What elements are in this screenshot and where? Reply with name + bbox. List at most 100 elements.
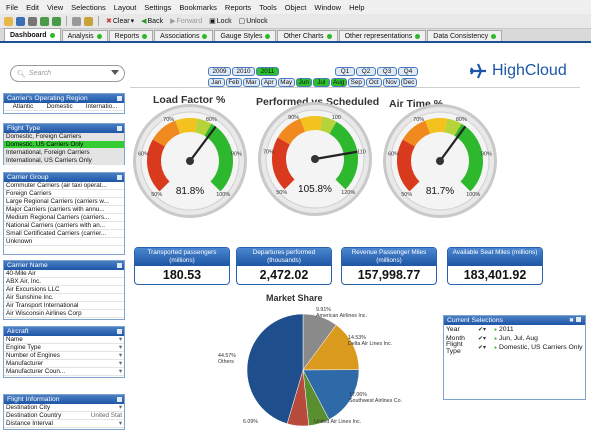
menu-item-help[interactable]: Help — [349, 2, 365, 12]
year-2009[interactable]: 2009 — [208, 67, 231, 76]
menu-item-layout[interactable]: Layout — [113, 2, 137, 12]
month-apr[interactable]: Apr — [260, 78, 277, 87]
list-item[interactable]: Distance Interval ▾ — [4, 420, 124, 428]
tab-other-charts[interactable]: Other Charts — [277, 30, 338, 41]
list-item[interactable]: Major Carriers (carriers with annu... — [4, 206, 124, 214]
market-share-pie[interactable] — [243, 310, 363, 430]
tab-reports[interactable]: Reports — [108, 30, 154, 41]
tab-data-consistency[interactable]: Data Consistency — [427, 30, 503, 41]
list-item[interactable]: Destination Country United Stat — [4, 412, 124, 420]
menu-item-selections[interactable]: Selections — [71, 2, 106, 12]
minimize-icon[interactable] — [117, 96, 122, 101]
month-may[interactable]: May — [278, 78, 295, 87]
list-item[interactable]: Engine Type ▾ — [4, 344, 124, 352]
forward-button[interactable]: ▶ Forward — [170, 17, 203, 26]
list-item[interactable]: Destination City ▾ — [4, 404, 124, 412]
print-icon[interactable] — [28, 16, 37, 26]
year-2011[interactable]: 2011 — [256, 67, 279, 76]
clear-button[interactable]: ✖ Clear ▾ — [106, 17, 135, 26]
back-button[interactable]: ◀ Back — [141, 17, 164, 26]
minimize-icon[interactable] — [117, 175, 122, 180]
tab-associations[interactable]: Associations — [154, 30, 214, 41]
pie-slice[interactable] — [246, 313, 304, 425]
list-item[interactable]: Air Excursions LLC — [4, 286, 124, 294]
redo-icon[interactable] — [52, 16, 61, 26]
minimize-icon[interactable] — [117, 397, 122, 402]
selection-row[interactable]: Flight Type ✔▾ Domestic, US Carriers Only — [444, 341, 585, 355]
minimize-icon[interactable] — [117, 126, 122, 131]
list-item[interactable]: 40-Mile Air — [4, 270, 124, 278]
bookmark-icon[interactable] — [84, 16, 93, 26]
year-2010[interactable]: 2010 — [232, 67, 255, 76]
month-feb[interactable]: Feb — [225, 78, 242, 87]
gauge-1[interactable]: 50% 70% 90% 100 110 120% 105.8% — [258, 102, 372, 216]
list-item[interactable]: Unknown — [4, 238, 124, 246]
list-item[interactable]: Manufacturer ▾ — [4, 360, 124, 368]
list-item[interactable]: Small Certificated Carriers (carrier... — [4, 230, 124, 238]
menu-item-edit[interactable]: Edit — [26, 2, 40, 12]
list-item[interactable]: International, Foreign Carriers — [4, 149, 124, 157]
menu-item-settings[interactable]: Settings — [144, 2, 172, 12]
list-item[interactable]: Domestic, US Carriers Only — [4, 141, 124, 149]
list-item[interactable]: ABX Air, Inc. — [4, 278, 124, 286]
menu-item-view[interactable]: View — [47, 2, 64, 12]
search-input[interactable]: 🔍︎ Search — [10, 65, 125, 82]
month-sep[interactable]: Sep — [348, 78, 365, 87]
tab-dashboard[interactable]: Dashboard — [4, 28, 61, 41]
clear-icon[interactable]: ✖ — [568, 318, 574, 324]
list-item[interactable]: Atlantic — [12, 103, 34, 110]
menu-item-window[interactable]: Window — [314, 2, 342, 12]
list-item[interactable]: Name ▾ — [4, 336, 124, 344]
list-item[interactable]: Domestic — [46, 103, 73, 110]
month-jan[interactable]: Jan — [208, 78, 225, 87]
month-oct[interactable]: Oct — [365, 78, 382, 87]
undo-icon[interactable] — [40, 16, 49, 26]
tab-analysis[interactable]: Analysis — [61, 30, 108, 41]
menu-item-object[interactable]: Object — [284, 2, 307, 12]
open-icon[interactable] — [4, 16, 13, 26]
chevron-down-icon[interactable] — [111, 70, 119, 75]
month-aug[interactable]: Aug — [330, 78, 347, 87]
month-dec[interactable]: Dec — [400, 78, 417, 87]
month-mar[interactable]: Mar — [243, 78, 260, 87]
list-item[interactable]: Air Wisconsin Airlines Corp — [4, 310, 124, 318]
minimize-icon[interactable] — [117, 263, 122, 268]
list-item[interactable]: Number of Engines ▾ — [4, 352, 124, 360]
quarter-q2[interactable]: Q2 — [356, 67, 376, 76]
list-item[interactable]: International, US Carriers Only — [4, 157, 124, 165]
menu-item-tools[interactable]: Tools — [259, 2, 277, 12]
quarter-q1[interactable]: Q1 — [335, 67, 355, 76]
month-nov[interactable]: Nov — [383, 78, 400, 87]
gauge-0[interactable]: 50% 60% 70% 80% 90% 100% 81.8% — [133, 104, 247, 218]
unlock-button[interactable]: ▢ Unlock — [238, 17, 268, 26]
save-icon[interactable] — [16, 16, 25, 26]
tab-other-representations[interactable]: Other representations — [338, 30, 427, 41]
gauge-2[interactable]: 50% 60% 70% 80% 90% 100% 81.7% — [383, 104, 497, 218]
quarter-q4[interactable]: Q4 — [398, 67, 418, 76]
lock-button[interactable]: ▣ Lock — [209, 17, 232, 26]
list-item[interactable]: Air Sunshine Inc. — [4, 294, 124, 302]
list-item[interactable]: Commuter Carriers (air taxi operat... — [4, 182, 124, 190]
list-item[interactable]: Foreign Carriers — [4, 190, 124, 198]
tab-gauge-styles[interactable]: Gauge Styles — [214, 30, 277, 41]
month-jul[interactable]: Jul — [313, 78, 330, 87]
selection-tools-icon[interactable]: ✔▾ — [478, 345, 487, 351]
minimize-icon[interactable] — [576, 317, 581, 322]
list-item[interactable]: Manufacturer Coun... ▾ — [4, 368, 124, 376]
quarter-q3[interactable]: Q3 — [377, 67, 397, 76]
list-item[interactable]: Medium Regional Carriers (carriers... — [4, 214, 124, 222]
menu-item-file[interactable]: File — [6, 2, 19, 12]
minimize-icon[interactable] — [117, 329, 122, 334]
selection-tools-icon[interactable]: ✔▾ — [478, 327, 487, 333]
pie-slice[interactable] — [302, 324, 360, 371]
magnifier-icon[interactable] — [72, 16, 81, 26]
selection-row[interactable]: Year ✔▾ 2011 — [444, 325, 585, 334]
list-item[interactable]: National Carriers (carriers with an... — [4, 222, 124, 230]
list-item[interactable]: Air Transport International — [4, 302, 124, 310]
list-item[interactable]: Internatio... — [85, 103, 118, 110]
list-item[interactable]: Large Regional Carriers (carriers w... — [4, 198, 124, 206]
selection-row[interactable]: Month ✔▾ Jun, Jul, Aug — [444, 334, 585, 343]
menu-item-reports[interactable]: Reports — [224, 2, 252, 12]
month-jun[interactable]: Jun — [295, 78, 312, 87]
menu-item-bookmarks[interactable]: Bookmarks — [179, 2, 217, 12]
